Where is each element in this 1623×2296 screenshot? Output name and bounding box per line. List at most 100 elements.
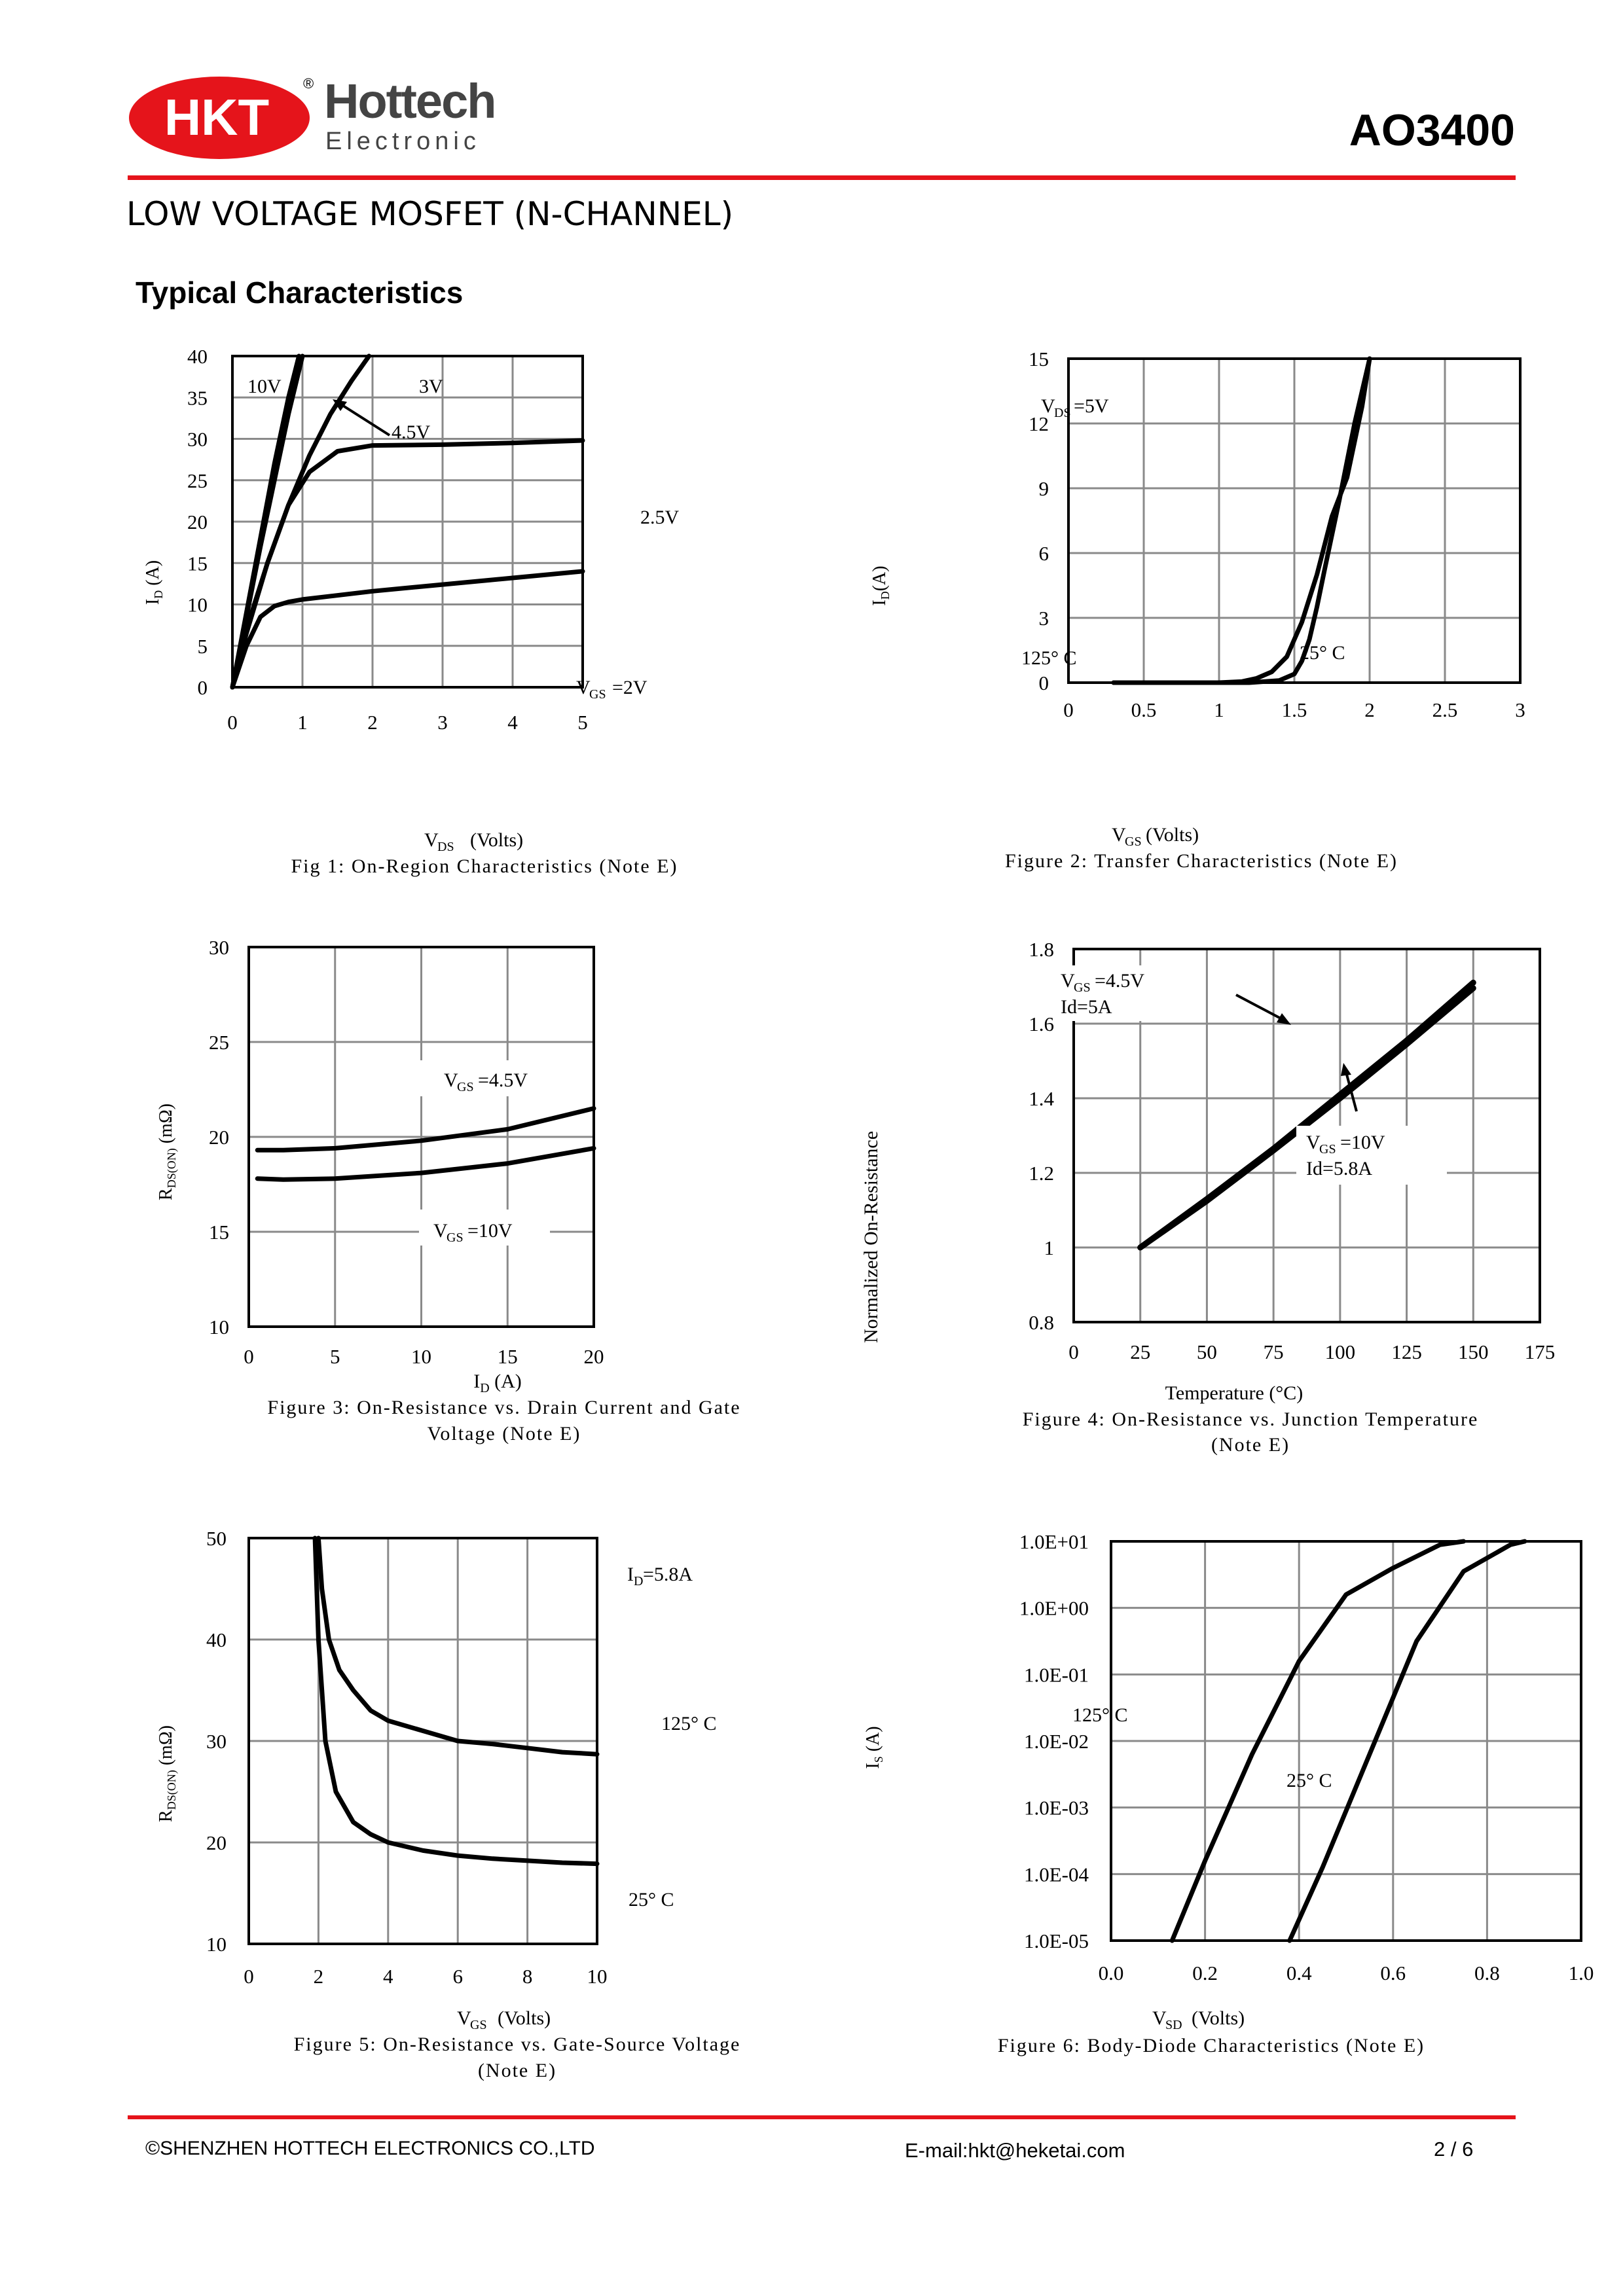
fig1-xtick-label: 0	[227, 711, 238, 734]
footer-email[interactable]: E-mail:hkt@heketai.com	[905, 2139, 1125, 2162]
fig1-ytick-label: 20	[187, 511, 208, 533]
fig3-label-10v-sub: GS	[447, 1230, 464, 1245]
fig3-xtick-label: 15	[498, 1345, 518, 1368]
fig4-xtick-label: 150	[1458, 1340, 1489, 1363]
fig5-label-id: =5.8A	[643, 1564, 693, 1585]
fig3-xtick-label: 10	[411, 1345, 431, 1368]
fig6-series-0	[1169, 1539, 1466, 1943]
fig4-ylabel: Normalized On-Resistance	[860, 1131, 882, 1343]
fig4-caption-2: (Note E)	[1211, 1434, 1290, 1456]
fig6-xtick-label: 0.0	[1099, 1962, 1124, 1984]
section-title: Typical Characteristics	[136, 276, 464, 310]
chart-fig5: 0 2 4 6 8 10 10 20 30 40 50 V GS (Volts) Figure 5:…	[156, 1527, 766, 2081]
fig2-ytick-label: 15	[1029, 348, 1049, 370]
fig6-ylabel: IS (A)	[863, 1726, 885, 1768]
fig1-ytick-label: 30	[187, 428, 208, 451]
fig3-ytick-label: 10	[209, 1316, 229, 1338]
fig4-label-10v-sub: GS	[1319, 1142, 1336, 1157]
footer-divider	[128, 2115, 1516, 2119]
fig3-plot-frame	[247, 946, 595, 1328]
page-subtitle: LOW VOLTAGE MOSFET (N-CHANNEL)	[126, 195, 734, 233]
fig6-ytick-label: 1.0E+00	[1019, 1597, 1089, 1620]
fig3-ytick-label: 15	[209, 1221, 229, 1244]
fig4-label-45v: =4.5V	[1095, 970, 1144, 992]
fig5-caption-2: (Note E)	[478, 2060, 556, 2081]
chart-fig2: 0 0.5 1 1.5 2 2.5 3 0 3 6 9 12 15 V GS (Volts) Figur…	[869, 348, 1525, 872]
fig3-ylabel: RDS(ON) (mΩ)	[156, 1103, 179, 1200]
fig1-arrowhead-45v	[333, 399, 347, 411]
fig5-xtick-label: 8	[522, 1965, 533, 1988]
fig6-xtick-label: 1.0	[1569, 1962, 1594, 1984]
chart-fig3: 0 5 10 15 20 10 15 20 25 30 ID (A) Figure 3: On-R…	[156, 936, 740, 1444]
fig6-xlabel-sub: SD	[1165, 2018, 1182, 2032]
fig1-series-1	[230, 353, 305, 690]
fig4-xlabel: Temperature (°C)	[1165, 1382, 1304, 1404]
page-number: 2 / 6	[1434, 2138, 1474, 2161]
fig4-label-45v-sub: GS	[1074, 980, 1091, 995]
fig5-xtick-label: 4	[383, 1965, 393, 1988]
fig6-xtick-label: 0.6	[1380, 1962, 1406, 1984]
fig1-xtick-label: 3	[437, 711, 448, 734]
fig6-ytick-label: 1.0E-03	[1024, 1797, 1089, 1820]
fig2-xtick-label: 2	[1364, 698, 1375, 721]
fig2-xlabel-rest: (Volts)	[1146, 824, 1199, 846]
fig6-ytick-label: 1.0E-05	[1024, 1929, 1089, 1952]
fig2-xtick-label: 0	[1063, 698, 1074, 721]
fig1-ytick-label: 0	[198, 676, 208, 699]
fig2-plot-frame	[1067, 357, 1522, 684]
fig4-plot-frame	[1072, 948, 1541, 1323]
fig4-xtick-label: 50	[1197, 1340, 1217, 1363]
fig1-ytick-label: 5	[198, 635, 208, 658]
fig1-series-3	[230, 438, 585, 690]
fig5-series-0	[316, 1535, 600, 1757]
fig1-label-3v: 3V	[419, 376, 443, 397]
fig5-series-1	[312, 1535, 600, 1867]
fig1-caption: Fig 1: On-Region Characteristics (Note E…	[291, 855, 678, 877]
fig2-ytick-label: 6	[1039, 542, 1049, 565]
fig4-label-45v-v: V	[1061, 970, 1075, 992]
fig5-label-id-sub: D	[634, 1574, 643, 1588]
fig4-label-10v: =10V	[1340, 1132, 1385, 1153]
fig2-xtick-label: 1.5	[1282, 698, 1307, 721]
fig4-series-0	[1137, 979, 1476, 1251]
fig4-ytick-label: 1.6	[1029, 1013, 1054, 1035]
fig2-label-25c: 25° C	[1300, 642, 1345, 664]
fig1-label-10v: 10V	[247, 376, 282, 397]
fig2-ytick-label: 0	[1039, 672, 1049, 694]
fig1-label-45v: 4.5V	[392, 422, 431, 443]
fig1-ylabel: ID (A)	[143, 560, 165, 605]
header-divider	[128, 175, 1516, 180]
fig4-label-id5: Id=5A	[1061, 996, 1112, 1018]
fig6-xtick-label: 0.4	[1286, 1962, 1312, 1984]
fig4-xtick-label: 100	[1325, 1340, 1356, 1363]
fig3-xtick-label: 20	[584, 1345, 604, 1368]
fig5-ytick-label: 30	[206, 1730, 227, 1753]
chart-fig4: 0 25 50 75 100 125 150 175 0.8 1 1.2 1.4 1.6 1.8 Temp…	[860, 938, 1555, 1456]
fig1-arrow-45v	[338, 402, 391, 437]
fig3-caption-1: Figure 3: On-Resistance vs. Drain Curren…	[267, 1397, 740, 1418]
fig4-arrowhead-10v	[1341, 1063, 1351, 1076]
fig4-arrow-45v	[1235, 994, 1284, 1021]
fig1-ytick-label: 25	[187, 469, 208, 492]
fig1-xlabel-v: V	[424, 829, 439, 851]
fig5-label-125c: 125° C	[661, 1713, 717, 1734]
fig3-ytick-label: 20	[209, 1126, 229, 1149]
fig6-plot-frame	[1110, 1540, 1582, 1942]
fig5-xtick-label: 0	[244, 1965, 254, 1988]
fig5-label-id-i: I	[627, 1564, 634, 1585]
part-number: AO3400	[1349, 105, 1515, 155]
fig5-ytick-label: 10	[206, 1933, 227, 1956]
logo-name: Hottech	[324, 74, 495, 128]
fig5-plot-frame	[247, 1537, 598, 1945]
fig1-ytick-label: 35	[187, 386, 208, 409]
fig3-series-0	[255, 1106, 596, 1153]
fig2-ylabel: ID(A)	[869, 565, 892, 605]
fig3-label-45v-sub: GS	[457, 1080, 474, 1094]
fig1-xtick-label: 1	[297, 711, 308, 734]
fig1-plot-frame	[231, 355, 584, 689]
fig6-ytick-label: 1.0E-02	[1024, 1730, 1089, 1753]
fig1-xlabel-sub: DS	[437, 840, 454, 854]
fig2-label-125c: 125° C	[1021, 647, 1077, 669]
fig5-xtick-label: 6	[452, 1965, 463, 1988]
fig1-ytick-label: 10	[187, 594, 208, 617]
